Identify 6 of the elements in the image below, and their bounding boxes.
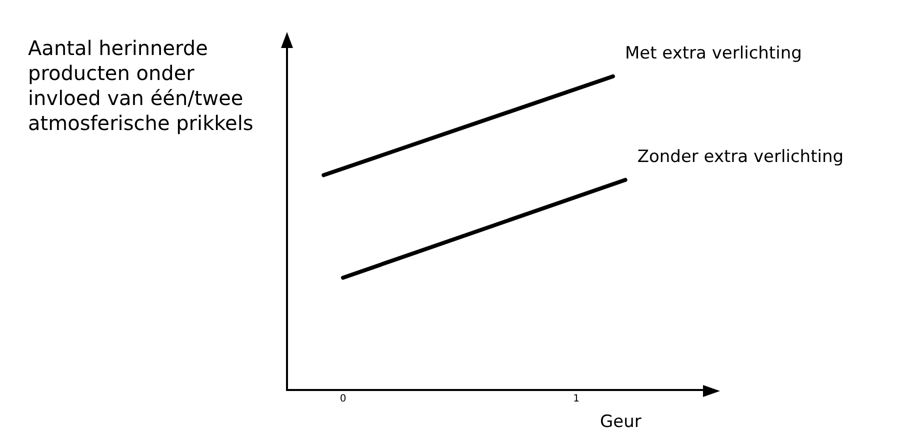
x-tick-label: 1 [573,394,580,405]
y-axis-title: Aantal herinnerde producten onder invloed van één/twee atmosferische prikkels [28,36,254,136]
series-label: Met extra verlichting [624,43,802,64]
x-tick-label: 0 [340,394,346,405]
x-axis-title: Geur [600,412,642,432]
series-label: Zonder extra verlichting [637,146,844,167]
